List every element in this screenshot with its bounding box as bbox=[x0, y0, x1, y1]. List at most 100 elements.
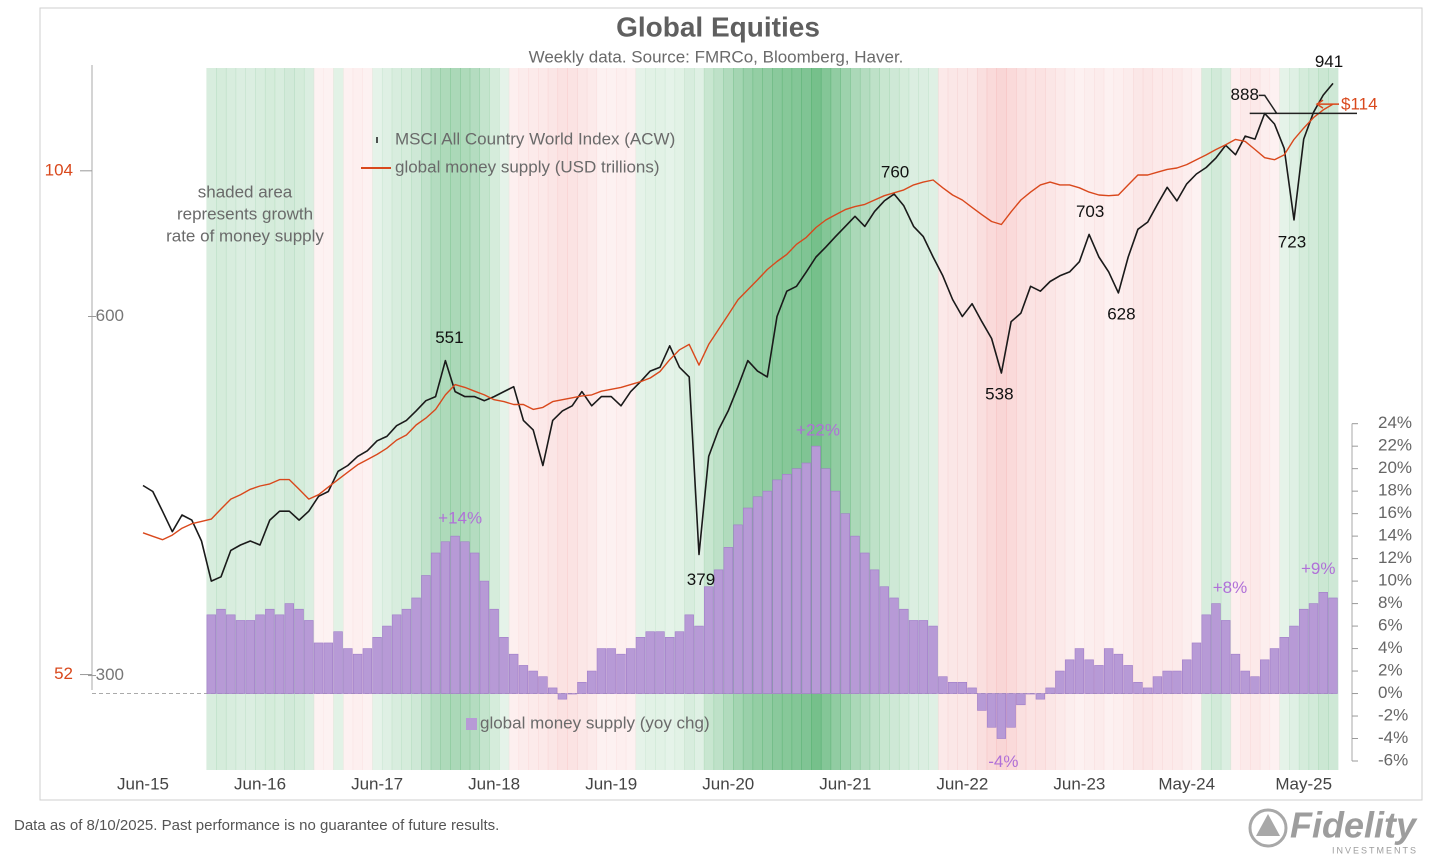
bar bbox=[499, 637, 509, 694]
growth-shade bbox=[850, 68, 861, 770]
bar bbox=[899, 608, 909, 694]
growth-shade bbox=[772, 68, 783, 770]
growth-shade bbox=[1055, 68, 1066, 770]
growth-shade bbox=[684, 68, 695, 770]
growth-shade bbox=[1006, 68, 1017, 770]
y3-tick-label: 8% bbox=[1378, 593, 1403, 612]
growth-shade bbox=[420, 68, 432, 770]
note-line: rate of money supply bbox=[166, 226, 324, 245]
y2-tick-label: 52 bbox=[54, 664, 73, 683]
y2-tick-label: 104 bbox=[45, 160, 73, 179]
y3-tick-label: 18% bbox=[1378, 481, 1412, 500]
annotation: -4% bbox=[988, 752, 1018, 771]
growth-shade bbox=[791, 68, 802, 770]
bar bbox=[1172, 670, 1182, 694]
growth-shade bbox=[801, 68, 812, 770]
bar bbox=[1113, 653, 1124, 694]
bar bbox=[1103, 648, 1114, 694]
series-line bbox=[142, 103, 1334, 541]
bar bbox=[811, 445, 821, 694]
growth-shade bbox=[703, 68, 715, 770]
bar bbox=[908, 620, 919, 694]
growth-shade bbox=[206, 68, 217, 770]
bar bbox=[1094, 665, 1104, 694]
growth-shade bbox=[440, 68, 451, 770]
bar bbox=[1064, 659, 1075, 694]
x-tick-label: May-25 bbox=[1275, 774, 1332, 793]
bar bbox=[967, 687, 977, 694]
legend-label: global money supply (yoy chg) bbox=[480, 713, 710, 732]
growth-shade bbox=[577, 68, 588, 770]
bar bbox=[743, 507, 753, 694]
growth-shade bbox=[450, 68, 461, 770]
bar bbox=[1142, 687, 1153, 694]
growth-shade bbox=[1211, 68, 1222, 770]
bar bbox=[430, 552, 441, 694]
bar bbox=[1230, 653, 1241, 694]
bar bbox=[1279, 637, 1289, 694]
bar bbox=[489, 608, 499, 694]
annotation-leader bbox=[1249, 94, 1357, 115]
growth-shade bbox=[957, 68, 968, 770]
growth-shade bbox=[479, 68, 490, 770]
bar bbox=[1133, 681, 1143, 694]
growth-shade bbox=[1318, 68, 1329, 770]
growth-shade bbox=[1113, 68, 1124, 770]
y3-tick-label: -2% bbox=[1378, 706, 1408, 725]
bar bbox=[547, 687, 558, 694]
annotation: 703 bbox=[1076, 202, 1104, 221]
bar bbox=[1123, 665, 1133, 694]
growth-shade bbox=[1074, 68, 1085, 770]
bar bbox=[1074, 648, 1085, 694]
bar bbox=[508, 653, 519, 694]
bar bbox=[245, 620, 255, 694]
growth-shade bbox=[1240, 68, 1251, 770]
annotation: 538 bbox=[985, 384, 1013, 403]
y3-tick-label: 24% bbox=[1378, 413, 1412, 432]
bar bbox=[391, 614, 402, 694]
bar bbox=[850, 535, 860, 694]
growth-shade bbox=[372, 68, 383, 770]
bar bbox=[772, 479, 782, 694]
chart-subtitle: Weekly data. Source: FMRCo, Bloomberg, H… bbox=[529, 47, 904, 66]
growth-shade bbox=[225, 68, 237, 770]
growth-shade bbox=[869, 68, 880, 770]
growth-shade bbox=[391, 68, 402, 770]
bar bbox=[518, 665, 529, 694]
bar bbox=[265, 608, 275, 694]
bar bbox=[352, 653, 363, 694]
growth-shade bbox=[947, 68, 958, 770]
bar bbox=[1240, 670, 1250, 694]
bar bbox=[1006, 693, 1016, 728]
y3-tick-label: 4% bbox=[1378, 638, 1403, 657]
growth-shade bbox=[1220, 68, 1232, 770]
bar bbox=[616, 653, 626, 694]
growth-shade bbox=[596, 68, 607, 770]
y3-tick-label: 12% bbox=[1378, 548, 1412, 567]
growth-shade bbox=[723, 68, 734, 770]
bar bbox=[1084, 659, 1094, 694]
bar bbox=[313, 642, 324, 694]
bar bbox=[879, 586, 890, 694]
growth-shade bbox=[303, 68, 315, 770]
bar bbox=[235, 620, 246, 694]
bar bbox=[284, 603, 295, 694]
bar bbox=[986, 693, 997, 728]
growth-shade bbox=[606, 68, 617, 770]
bar bbox=[830, 490, 841, 694]
growth-shade bbox=[1259, 68, 1271, 770]
annotation: 379 bbox=[687, 570, 715, 589]
shading-layer bbox=[206, 68, 1339, 770]
growth-shade bbox=[664, 68, 676, 770]
annotation: 723 bbox=[1278, 232, 1306, 251]
y3-tick-label: 10% bbox=[1378, 571, 1412, 590]
growth-shade bbox=[381, 68, 393, 770]
bar bbox=[1152, 676, 1163, 694]
bar bbox=[1250, 676, 1260, 694]
bar bbox=[860, 552, 870, 694]
bar bbox=[889, 597, 899, 694]
legend-label: MSCI All Country World Index (ACW) bbox=[395, 129, 675, 148]
growth-shade bbox=[1045, 68, 1056, 770]
bar bbox=[1162, 670, 1172, 694]
bar bbox=[821, 468, 831, 694]
